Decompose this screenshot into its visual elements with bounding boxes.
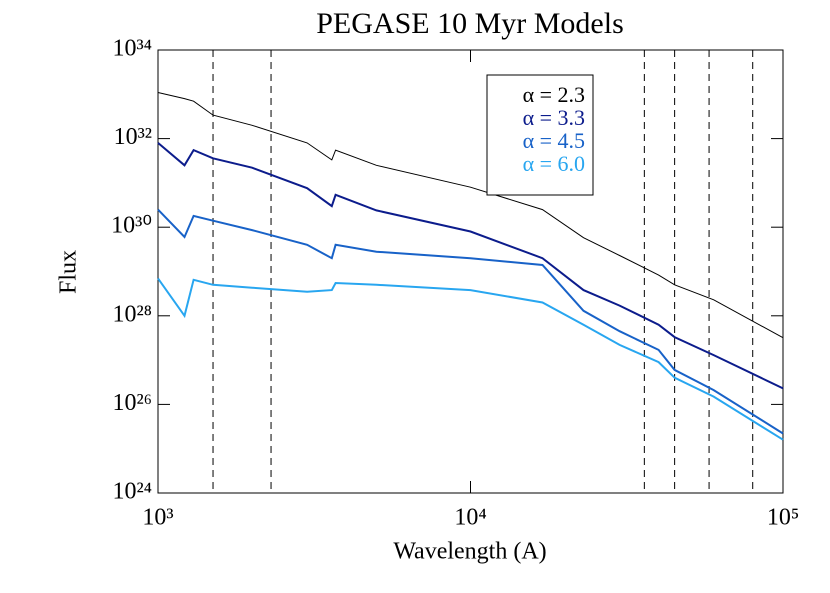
legend-entry: α = 6.0 [523,151,585,176]
y-tick-label: 10³⁴ [112,36,152,62]
chart-title: PEGASE 10 Myr Models [316,7,624,40]
series-line [157,142,784,390]
y-tick-label: 10²⁴ [112,479,152,505]
y-axis-label: Flux [56,250,82,294]
y-tick-label: 10²⁶ [112,390,152,416]
plot-frame [157,49,784,494]
legend-box [486,74,594,196]
x-tick-label: 10⁴ [454,505,486,531]
y-tick-label: 10³² [114,124,152,150]
legend-entry: α = 4.5 [523,128,585,153]
legend-entry: α = 2.3 [523,82,585,107]
x-tick-label: 10⁵ [767,505,799,531]
series-line [157,208,784,435]
legend-entry: α = 3.3 [523,105,585,130]
series-line [157,92,784,339]
y-tick-label: 10²⁸ [112,301,152,327]
series-line [157,277,784,441]
x-axis-label: Wavelength (A) [393,539,546,565]
y-tick-label: 10³⁰ [111,213,152,239]
x-tick-label: 10³ [142,505,173,531]
